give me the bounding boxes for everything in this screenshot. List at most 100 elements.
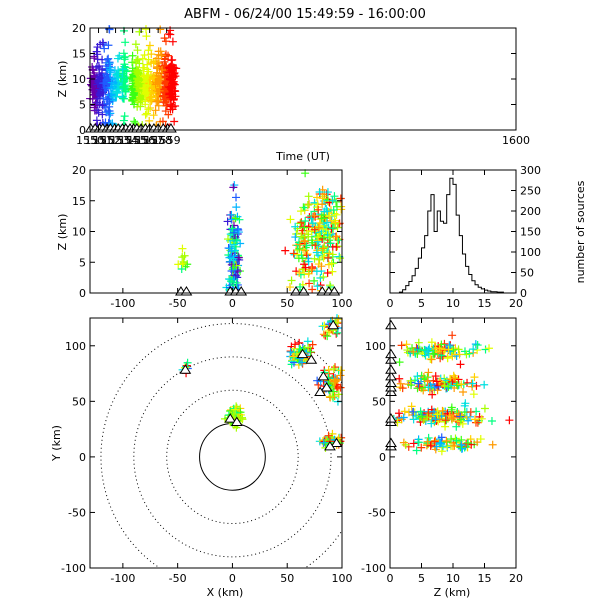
- source-mark: [334, 390, 343, 399]
- source-mark: [457, 415, 466, 424]
- source-mark: [409, 415, 418, 424]
- source-mark: [433, 410, 442, 419]
- time-height-xlabel: Time (UT): [275, 150, 330, 163]
- x-tick-label: 15: [478, 572, 492, 585]
- y-tick-label: 15: [72, 48, 86, 61]
- source-mark: [160, 34, 169, 43]
- histogram-frame: [389, 169, 517, 294]
- source-mark: [310, 254, 319, 263]
- source-mark: [332, 243, 341, 252]
- y-tick-label: 5: [79, 256, 86, 269]
- y-tick-label: 100: [65, 340, 86, 353]
- source-mark: [323, 269, 332, 278]
- source-mark: [297, 232, 306, 241]
- source-mark: [168, 55, 177, 64]
- source-mark: [464, 438, 473, 447]
- height-y-panel: 0 5 10 15 20 -100 -50 0 50 100 Z (km): [361, 317, 523, 599]
- y-tick-label: 20: [72, 22, 86, 35]
- source-mark: [423, 437, 432, 446]
- source-mark: [297, 218, 306, 227]
- source-mark: [223, 217, 232, 226]
- source-mark: [458, 444, 467, 453]
- plan-view-stations: [179, 319, 343, 451]
- y-tick-label: 250: [520, 185, 541, 198]
- time-height-stations: [84, 123, 177, 133]
- source-mark: [331, 218, 340, 227]
- source-mark: [397, 415, 406, 424]
- source-mark: [426, 441, 435, 450]
- source-mark: [304, 232, 313, 241]
- source-mark: [231, 214, 240, 223]
- source-mark: [423, 377, 432, 386]
- source-mark: [141, 110, 150, 119]
- source-mark: [328, 267, 337, 276]
- time-height-panel: 1550155115521553155415551556155715581559…: [56, 22, 530, 163]
- source-mark: [225, 253, 234, 262]
- y-tick-label: 0: [79, 124, 86, 137]
- source-mark: [444, 382, 453, 391]
- station-marker: [224, 413, 237, 423]
- source-mark: [323, 332, 332, 341]
- source-mark: [98, 38, 107, 47]
- source-mark: [145, 41, 154, 50]
- source-mark: [421, 351, 430, 360]
- source-mark: [183, 358, 192, 367]
- source-mark: [476, 435, 485, 444]
- source-mark: [470, 373, 479, 382]
- source-mark: [135, 27, 144, 36]
- source-mark: [232, 203, 241, 212]
- source-mark: [326, 281, 335, 290]
- source-mark: [459, 388, 468, 397]
- source-mark: [234, 226, 243, 235]
- x-tick-label: 1556: [127, 134, 155, 147]
- source-mark: [336, 254, 345, 263]
- source-mark: [319, 330, 328, 339]
- source-mark: [120, 94, 129, 103]
- source-mark: [228, 224, 237, 233]
- source-mark: [336, 383, 345, 392]
- source-mark: [394, 409, 403, 418]
- source-mark: [120, 74, 129, 83]
- source-mark: [301, 169, 310, 178]
- source-mark: [143, 71, 152, 80]
- source-mark: [178, 244, 187, 253]
- source-mark: [480, 404, 489, 413]
- time-height-axes: 1550155115521553155415551556155715581559…: [72, 22, 530, 147]
- source-mark: [424, 368, 433, 377]
- source-mark: [146, 93, 155, 102]
- x-tick-label: 100: [332, 572, 353, 585]
- x-tick-label: 1552: [93, 134, 121, 147]
- source-mark: [146, 103, 155, 112]
- source-mark: [234, 228, 243, 237]
- source-mark: [100, 44, 109, 53]
- source-mark: [300, 223, 309, 232]
- source-mark: [317, 262, 326, 271]
- source-mark: [487, 416, 496, 425]
- source-mark: [134, 66, 143, 75]
- x-tick-label: 100: [332, 297, 353, 310]
- source-mark: [457, 380, 466, 389]
- source-mark: [396, 379, 405, 388]
- range-ring: [166, 389, 299, 525]
- source-mark: [297, 358, 306, 367]
- x-tick-label: 20: [509, 572, 523, 585]
- source-mark: [300, 260, 309, 269]
- station-marker: [314, 386, 326, 396]
- source-mark: [411, 376, 420, 385]
- y-tick-label: 150: [520, 226, 541, 239]
- station-marker: [385, 319, 397, 330]
- source-mark: [152, 54, 161, 63]
- station-marker: [385, 437, 397, 448]
- source-mark: [462, 350, 471, 359]
- source-mark: [331, 377, 340, 386]
- source-mark: [442, 436, 451, 445]
- source-mark: [318, 194, 327, 203]
- source-mark: [177, 265, 186, 274]
- source-mark: [440, 381, 449, 390]
- figure-title: ABFM - 06/24/00 15:49:59 - 16:00:00: [184, 7, 426, 22]
- source-mark: [298, 254, 307, 263]
- source-mark: [293, 250, 302, 259]
- source-mark: [227, 267, 236, 276]
